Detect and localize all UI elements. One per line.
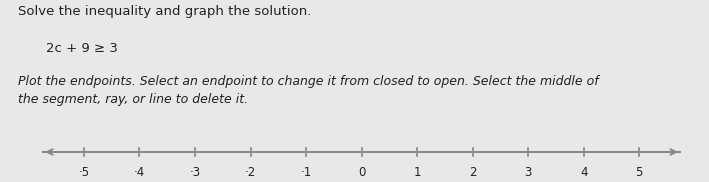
Text: 3: 3	[525, 166, 532, 179]
Text: ·2: ·2	[245, 166, 256, 179]
Text: 4: 4	[580, 166, 588, 179]
Text: 0: 0	[358, 166, 365, 179]
Text: Plot the endpoints. Select an endpoint to change it from closed to open. Select : Plot the endpoints. Select an endpoint t…	[18, 75, 598, 106]
Text: ·4: ·4	[134, 166, 145, 179]
Text: Solve the inequality and graph the solution.: Solve the inequality and graph the solut…	[18, 5, 311, 18]
Text: 2: 2	[469, 166, 476, 179]
Text: ·1: ·1	[301, 166, 312, 179]
Text: 1: 1	[413, 166, 421, 179]
Text: 5: 5	[635, 166, 643, 179]
Text: ·5: ·5	[78, 166, 89, 179]
Text: ·3: ·3	[189, 166, 201, 179]
Text: 2c + 9 ≥ 3: 2c + 9 ≥ 3	[45, 42, 118, 55]
